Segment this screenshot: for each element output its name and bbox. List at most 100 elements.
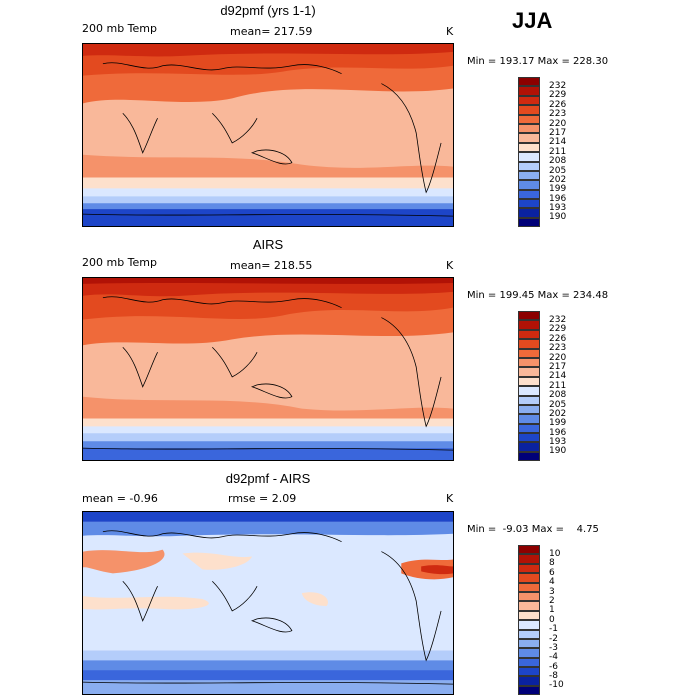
colorbar-swatch (518, 199, 540, 209)
colorbar-level-label: -6 (549, 661, 558, 672)
colorbar-swatch (518, 133, 540, 143)
colorbar-swatch (518, 367, 540, 377)
colorbar-level-label: 223 (549, 109, 567, 120)
colorbar-swatch (518, 376, 540, 387)
colorbar-level-label: -10 (549, 680, 564, 691)
mean-label: mean= 218.55 (230, 259, 313, 272)
colorbar-level-label: 193 (549, 203, 567, 214)
colorbar-swatch (518, 77, 540, 87)
colorbar-swatch (518, 554, 540, 564)
colorbar-swatch (518, 563, 540, 574)
panel-title: d92pmf - AIRS (225, 471, 311, 486)
rmse-label: rmse = 2.09 (228, 492, 297, 505)
season-label: JJA (512, 8, 553, 33)
panel-title: d92pmf (yrs 1-1) (220, 3, 316, 18)
colorbar-labels: 232 229 226 223 220 217 214 211 208 205 202 199 196 1… (549, 315, 567, 457)
min-max-label: Min = 193.17 Max = 228.30 (467, 56, 609, 67)
units-label: K (446, 25, 454, 38)
colorbar-level-label: 226 (549, 333, 567, 344)
colorbar-swatch (518, 582, 540, 592)
variable-label: 200 mb Temp (82, 256, 158, 269)
colorbar-level-label: -1 (549, 624, 558, 635)
colorbar-swatch (518, 329, 540, 340)
colorbar-swatch (518, 123, 540, 134)
colorbar-swatch (518, 189, 540, 200)
colorbar-level-label: 8 (549, 558, 555, 569)
colorbar-level-label: 190 (549, 446, 567, 457)
colorbar-level-label: 193 (549, 437, 567, 448)
colorbar-swatch (518, 357, 540, 368)
colorbar-swatch (518, 170, 540, 181)
colorbar-level-label: 2 (549, 595, 555, 606)
colorbar-level-label: 6 (549, 567, 555, 578)
colorbar-level-label: 229 (549, 324, 567, 335)
colorbar-level-label: 229 (549, 90, 567, 101)
map-plot (82, 43, 454, 227)
colorbar-level-label: 199 (549, 184, 567, 195)
colorbar-level-label: 190 (549, 212, 567, 223)
colorbar-level-label: 217 (549, 361, 567, 372)
colorbar-swatch (518, 105, 540, 115)
colorbar-swatch (518, 414, 540, 424)
units-label: K (446, 259, 454, 272)
colorbar (518, 77, 540, 228)
colorbar-swatch (518, 95, 540, 106)
colorbar-level-label: 211 (549, 380, 567, 391)
colorbar-level-label: 214 (549, 137, 567, 148)
colorbar-level-label: 211 (549, 146, 567, 157)
colorbar-swatch (518, 86, 540, 96)
colorbar (518, 545, 540, 696)
colorbar-swatch (518, 348, 540, 358)
colorbar-level-label: 202 (549, 174, 567, 185)
colorbar-swatch (518, 545, 540, 555)
min-max-label: Min = -9.03 Max = 4.75 (467, 524, 599, 535)
colorbar-level-label: 202 (549, 408, 567, 419)
colorbar-swatch (518, 395, 540, 405)
colorbar-swatch (518, 591, 540, 602)
colorbar-swatch (518, 620, 540, 630)
colorbar-level-label: 232 (549, 81, 567, 91)
colorbar-swatch (518, 217, 540, 228)
colorbar-level-label: 3 (549, 586, 555, 597)
map-svg (83, 512, 453, 694)
colorbar-level-label: 220 (549, 118, 567, 129)
colorbar-swatch (518, 573, 540, 583)
colorbar-level-label: -2 (549, 633, 558, 644)
colorbar-swatch (518, 386, 540, 396)
colorbar (518, 311, 540, 462)
colorbar-level-label: 205 (549, 399, 567, 410)
colorbar-swatch (518, 648, 540, 658)
colorbar-swatch (518, 161, 540, 171)
colorbar-level-label: -3 (549, 642, 558, 653)
colorbar-level-label: 226 (549, 99, 567, 110)
colorbar-level-label: 10 (549, 549, 561, 559)
colorbar-swatch (518, 142, 540, 153)
colorbar-swatch (518, 610, 540, 621)
colorbar-level-label: 0 (549, 614, 555, 625)
colorbar-level-label: 232 (549, 315, 567, 325)
colorbar-level-label: 1 (549, 605, 555, 616)
colorbar-swatch (518, 451, 540, 462)
colorbar-level-label: 217 (549, 127, 567, 138)
colorbar-swatch (518, 601, 540, 611)
colorbar-swatch (518, 208, 540, 218)
variable-label: 200 mb Temp (82, 22, 158, 35)
units-label: K (446, 492, 454, 505)
colorbar-level-label: 208 (549, 390, 567, 401)
mean-label: mean = -0.96 (82, 492, 158, 505)
colorbar-swatch (518, 404, 540, 415)
colorbar-swatch (518, 442, 540, 452)
min-max-label: Min = 199.45 Max = 234.48 (467, 290, 609, 301)
colorbar-level-label: 223 (549, 343, 567, 354)
colorbar-swatch (518, 657, 540, 668)
colorbar-swatch (518, 311, 540, 321)
colorbar-swatch (518, 676, 540, 686)
colorbar-level-label: 199 (549, 418, 567, 429)
colorbar-swatch (518, 114, 540, 124)
mean-label: mean= 217.59 (230, 25, 313, 38)
colorbar-swatch (518, 320, 540, 330)
map-plot (82, 277, 454, 461)
colorbar-level-label: 214 (549, 371, 567, 382)
map-svg (83, 44, 453, 226)
colorbar-swatch (518, 638, 540, 649)
